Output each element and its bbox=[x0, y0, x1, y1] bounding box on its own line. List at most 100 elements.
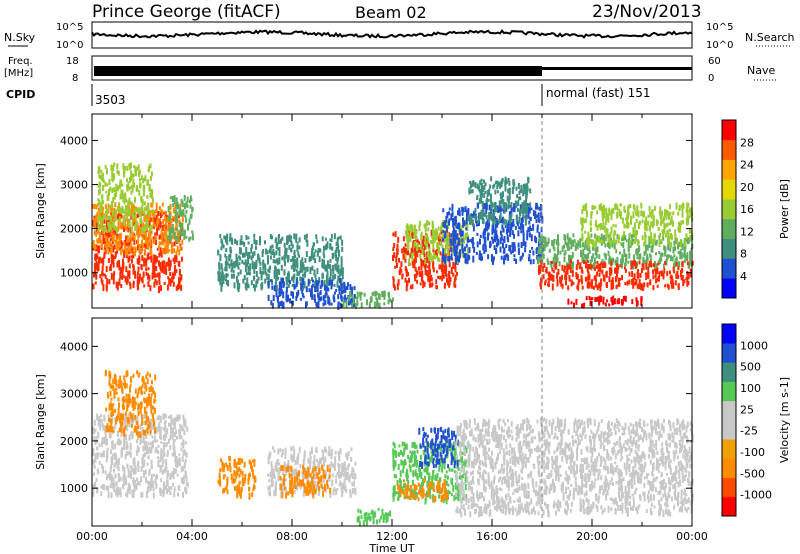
power-cell bbox=[171, 224, 174, 231]
velocity-cell bbox=[101, 463, 104, 469]
power-cell bbox=[655, 252, 657, 256]
power-cell bbox=[443, 265, 446, 273]
power-cell bbox=[239, 239, 242, 246]
power-cell bbox=[523, 215, 526, 219]
power-cell bbox=[569, 238, 572, 245]
power-cell bbox=[603, 204, 605, 210]
power-cell bbox=[676, 271, 679, 276]
power-cell bbox=[178, 268, 181, 276]
velocity-cell bbox=[105, 425, 108, 433]
power-cell bbox=[161, 202, 164, 207]
velocity-cell bbox=[118, 428, 121, 433]
power-cell bbox=[323, 299, 326, 305]
power-cell bbox=[275, 273, 278, 281]
velocity-cell bbox=[112, 477, 115, 481]
power-cell bbox=[144, 229, 147, 236]
power-cell bbox=[476, 194, 479, 198]
power-cell bbox=[524, 218, 527, 226]
velocity-cell bbox=[129, 398, 132, 402]
power-cell bbox=[143, 177, 146, 182]
power-cell bbox=[445, 221, 448, 227]
power-cell bbox=[679, 249, 682, 257]
power-cell bbox=[119, 193, 122, 200]
power-cell bbox=[155, 214, 158, 221]
power-cell bbox=[566, 233, 569, 240]
power-cell bbox=[612, 224, 615, 228]
power-cell bbox=[549, 273, 551, 278]
power-cell bbox=[148, 220, 151, 228]
power-cell bbox=[540, 211, 543, 218]
power-cell bbox=[156, 227, 159, 235]
velocity-cell bbox=[114, 443, 117, 450]
power-cell bbox=[633, 273, 636, 281]
power-cell bbox=[184, 214, 187, 218]
velocity-cell bbox=[136, 439, 139, 444]
velocity-cell bbox=[103, 415, 106, 421]
power-cell bbox=[627, 260, 630, 264]
power-cell bbox=[233, 261, 236, 268]
velocity-cell bbox=[133, 480, 136, 487]
velocity-cell bbox=[155, 483, 158, 489]
power-cell bbox=[293, 263, 296, 266]
velocity-cell bbox=[184, 441, 187, 445]
power-cell bbox=[121, 264, 124, 272]
power-cell bbox=[290, 265, 293, 270]
velocity-cell bbox=[94, 428, 97, 433]
power-cell bbox=[622, 242, 625, 248]
velocity-cell bbox=[177, 486, 180, 490]
power-cell bbox=[451, 203, 454, 208]
power-cell bbox=[128, 218, 131, 224]
velocity-cell bbox=[176, 414, 179, 422]
power-cell bbox=[436, 233, 438, 240]
power-cell bbox=[437, 236, 440, 242]
power-cell bbox=[482, 219, 485, 225]
power-cell bbox=[576, 243, 579, 250]
power-cell bbox=[422, 280, 425, 285]
power-cell bbox=[514, 225, 517, 230]
power-cell bbox=[147, 204, 150, 212]
power-cell bbox=[633, 254, 636, 259]
power-cell bbox=[594, 205, 597, 209]
power-cell bbox=[663, 216, 665, 222]
power-cell bbox=[650, 233, 653, 239]
power-cell bbox=[612, 207, 615, 214]
velocity-cell bbox=[241, 478, 244, 484]
velocity-cell bbox=[145, 491, 148, 498]
power-cell bbox=[236, 240, 239, 246]
power-cell bbox=[404, 230, 407, 234]
power-cell bbox=[236, 285, 239, 291]
power-cell bbox=[126, 239, 129, 243]
power-cell bbox=[519, 204, 522, 211]
power-cell bbox=[110, 164, 113, 171]
power-cell bbox=[110, 211, 113, 216]
velocity-cell bbox=[176, 473, 179, 477]
power-cell bbox=[217, 271, 220, 275]
power-cell bbox=[125, 235, 127, 240]
power-cell bbox=[349, 284, 352, 290]
velocity-cell bbox=[109, 428, 112, 433]
power-cell bbox=[321, 282, 324, 287]
power-cell bbox=[412, 252, 415, 256]
power-cell bbox=[118, 259, 121, 266]
power-cell bbox=[164, 210, 167, 215]
power-cell bbox=[281, 278, 283, 284]
power-cell bbox=[168, 213, 171, 220]
power-cell bbox=[295, 238, 298, 243]
power-cell bbox=[423, 224, 426, 229]
power-cell bbox=[453, 247, 456, 253]
power-cell bbox=[331, 265, 334, 271]
power-cell bbox=[151, 217, 154, 223]
power-cell bbox=[235, 256, 238, 263]
power-cell bbox=[316, 239, 319, 244]
power-cell bbox=[413, 243, 416, 248]
power-cell bbox=[251, 252, 254, 259]
velocity-cell bbox=[112, 482, 115, 487]
power-cell bbox=[124, 247, 127, 255]
power-cell bbox=[229, 253, 232, 259]
power-cell bbox=[231, 263, 234, 270]
power-cell bbox=[418, 247, 421, 253]
velocity-cell bbox=[241, 470, 244, 476]
power-cell bbox=[167, 257, 170, 261]
power-cell bbox=[608, 260, 611, 265]
power-cell bbox=[652, 269, 654, 275]
